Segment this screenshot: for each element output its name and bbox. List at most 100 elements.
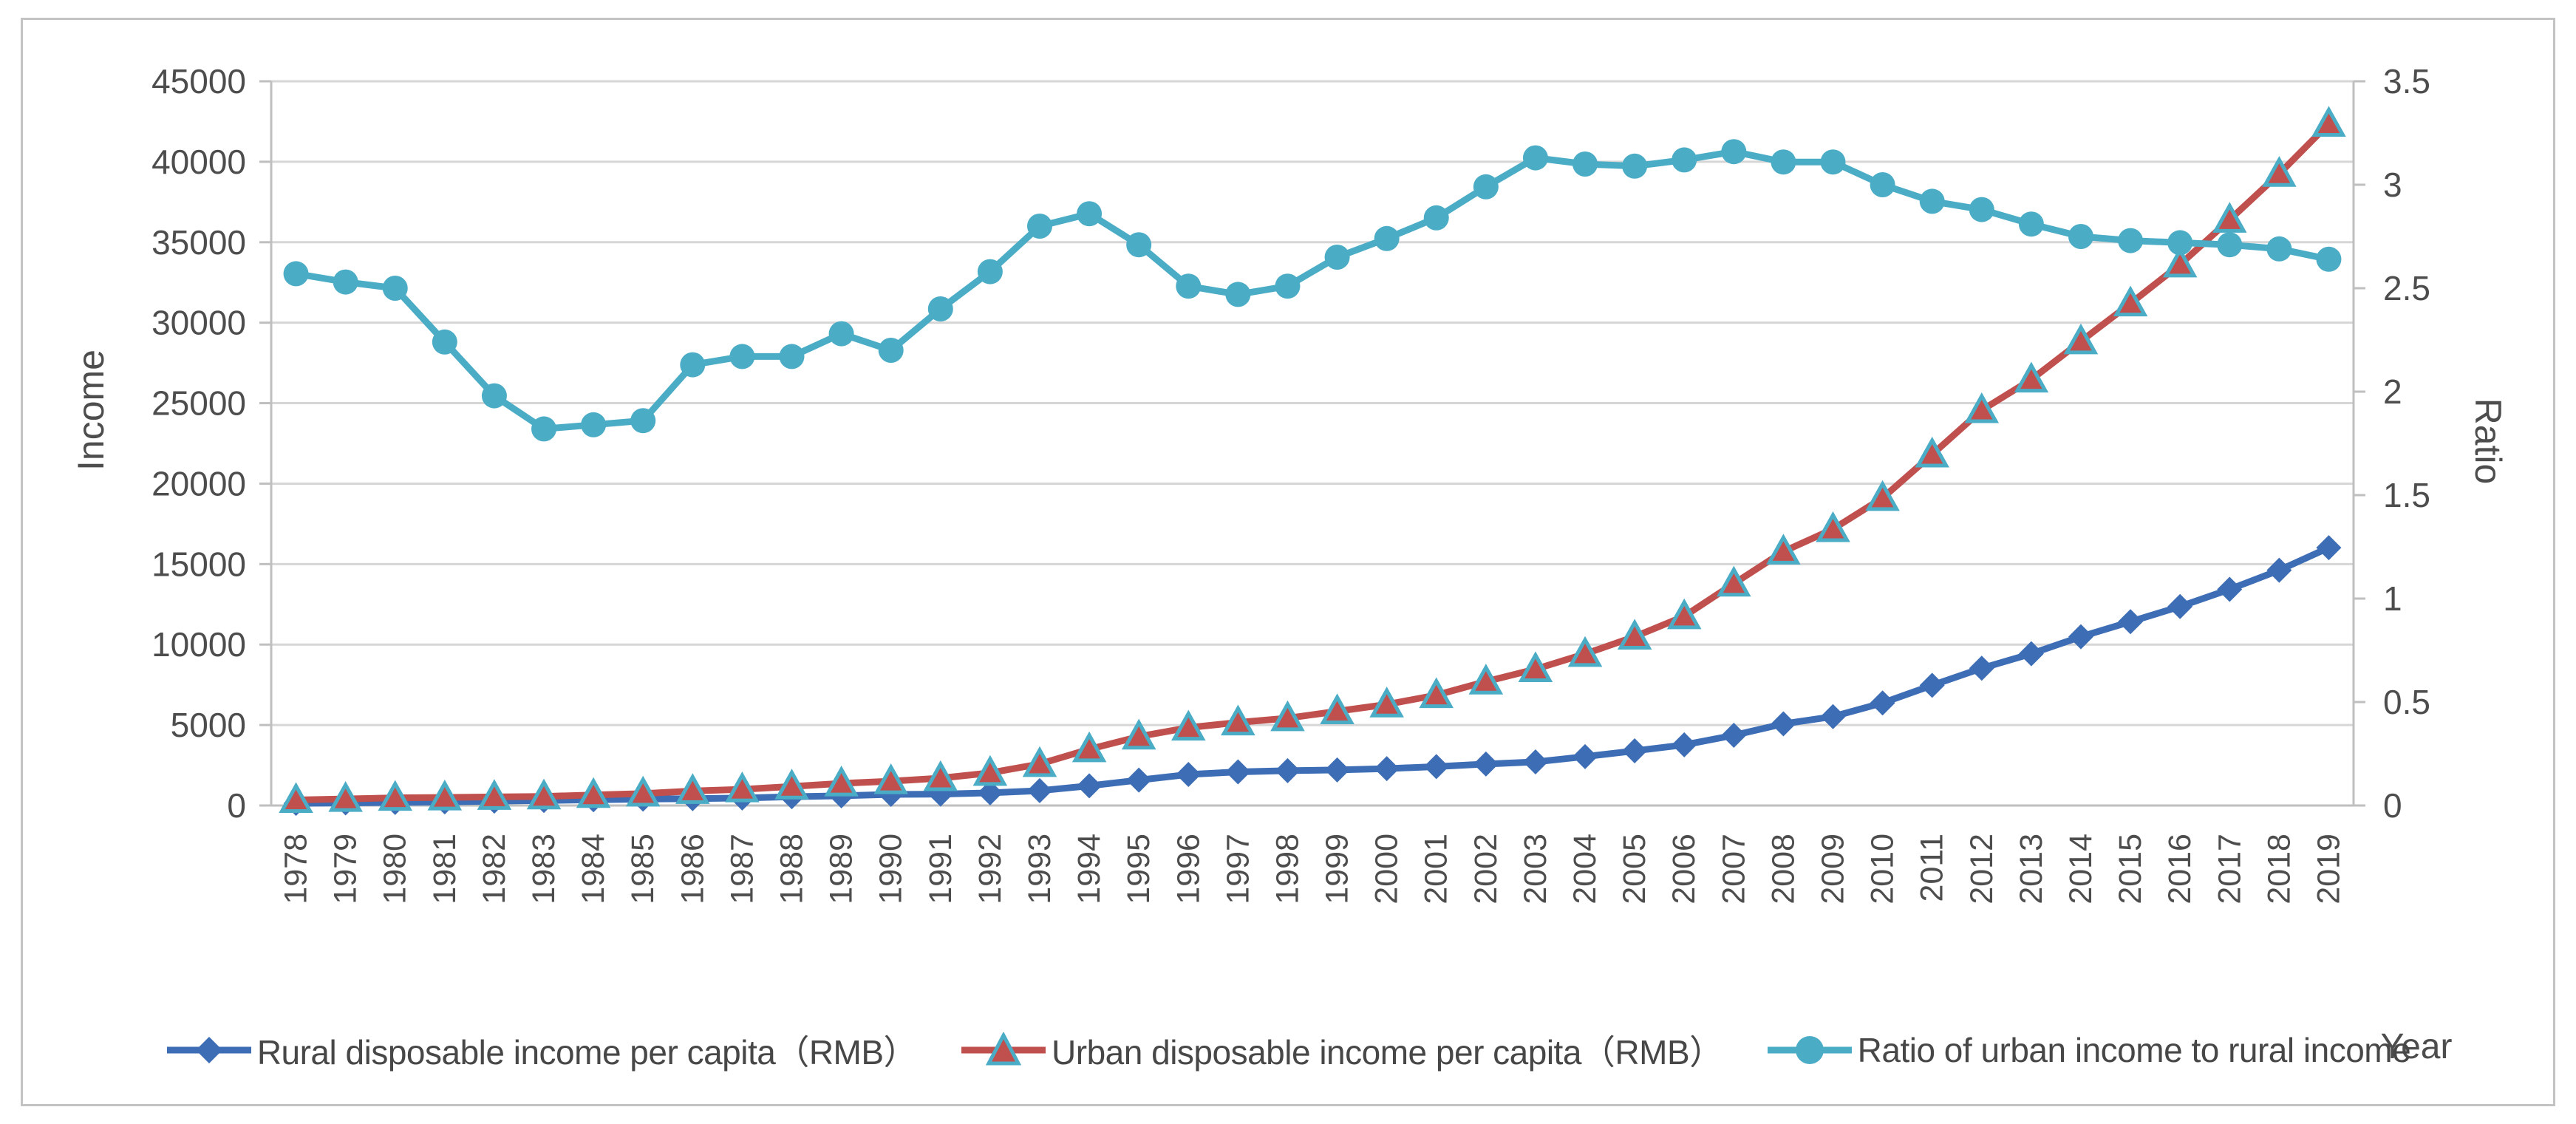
- data-point-triangle: [1567, 636, 1603, 667]
- data-point-triangle: [1221, 704, 1255, 736]
- data-point-circle: [828, 321, 854, 347]
- data-point-circle: [779, 344, 805, 369]
- data-point-triangle: [2063, 323, 2099, 355]
- data-point-circle: [1771, 149, 1796, 175]
- data-point-triangle: [1320, 693, 1355, 725]
- data-point-circle: [481, 383, 507, 409]
- data-point-triangle: [1717, 565, 1751, 597]
- data-point-diamond: [1672, 732, 1697, 757]
- data-point-triangle: [526, 778, 562, 810]
- data-point-triangle: [1121, 718, 1156, 750]
- x-axis-tick-label: 1985: [625, 834, 661, 905]
- x-axis-tick-label: 1990: [873, 834, 909, 905]
- data-point-triangle: [279, 782, 313, 814]
- data-point-triangle: [725, 772, 760, 803]
- data-point-triangle: [378, 780, 412, 811]
- data-point-diamond: [2316, 535, 2342, 561]
- data-point-circle: [1225, 282, 1251, 307]
- data-point-circle: [729, 344, 755, 369]
- x-axis-tick-label: 1997: [1220, 834, 1255, 905]
- left-axis-tick-label: 20000: [151, 464, 246, 503]
- data-point-triangle: [2014, 361, 2049, 393]
- data-point-diamond: [1522, 749, 1548, 775]
- x-axis-tick-label: 1992: [972, 834, 1008, 905]
- x-axis-tick-label: 1995: [1121, 834, 1156, 905]
- rural-series-marker-icon: [166, 1037, 251, 1063]
- data-point-triangle: [1915, 436, 1949, 468]
- data-point-circle: [1026, 214, 1052, 239]
- x-axis-tick-label: 1988: [774, 834, 810, 905]
- x-axis-tick-label: 1996: [1171, 834, 1206, 905]
- legend-label-ratio: Ratio of urban income to rural income: [1857, 1031, 2411, 1069]
- data-point-circle: [2316, 246, 2342, 272]
- data-point-circle: [1820, 149, 1846, 175]
- series-2: [283, 139, 2342, 442]
- data-point-triangle: [824, 765, 859, 797]
- right-axis-tick-label: 3.5: [2383, 62, 2430, 101]
- x-axis-tick-label: 2009: [1816, 834, 1851, 905]
- legend-item-rural: Rural disposable income per capita（RMB）: [166, 1026, 918, 1074]
- right-axis-tick-label: 0.5: [2383, 683, 2430, 721]
- data-point-triangle: [1369, 687, 1404, 718]
- data-point-circle: [1969, 197, 1994, 222]
- chart-outer-border: [21, 18, 2555, 1106]
- x-axis-title: Year: [2381, 1027, 2453, 1066]
- data-point-triangle: [2113, 285, 2148, 317]
- data-point-triangle: [2262, 156, 2297, 187]
- data-point-diamond: [1026, 777, 1052, 803]
- x-axis-tick-label: 1986: [675, 834, 710, 905]
- x-axis-tick-label: 1978: [279, 834, 314, 905]
- data-point-circle: [2068, 224, 2093, 249]
- x-axis-tick-label: 2018: [2261, 834, 2297, 905]
- legend-label-urban: Urban disposable income per capita（RMB）: [1052, 1033, 1723, 1072]
- gridlines: [271, 80, 2354, 726]
- data-point-triangle: [1468, 664, 1504, 695]
- x-axis-tick-label: 2007: [1716, 834, 1751, 905]
- series-1: [279, 106, 2346, 814]
- x-axis-tick-label: 2014: [2063, 834, 2099, 905]
- data-point-triangle: [427, 779, 463, 811]
- x-axis-tick-label: 2013: [2014, 834, 2049, 905]
- left-axis-tick-label: 10000: [151, 625, 246, 664]
- data-point-circle: [630, 408, 656, 434]
- data-point-diamond: [1374, 756, 1400, 782]
- left-axis-tick-label: 0: [227, 786, 246, 825]
- data-point-triangle: [1766, 534, 1801, 565]
- data-point-diamond: [1919, 672, 1945, 698]
- data-point-diamond: [1870, 690, 1895, 716]
- left-axis-tick-label: 30000: [151, 304, 246, 342]
- x-axis-tick-label: 2017: [2212, 834, 2247, 905]
- data-point-triangle: [328, 781, 363, 812]
- data-point-circle: [1572, 151, 1598, 177]
- data-point-triangle: [2311, 106, 2346, 137]
- legend: Rural disposable income per capita（RMB） …: [0, 1026, 2576, 1074]
- x-axis-tick-label: 1982: [477, 834, 512, 905]
- data-point-triangle: [576, 777, 611, 808]
- x-axis-tick-label: 1999: [1320, 834, 1355, 905]
- data-point-diamond: [2118, 609, 2144, 635]
- legend-item-ratio: Ratio of urban income to rural income: [1766, 1030, 2411, 1070]
- left-axis-tick-label: 25000: [151, 384, 246, 423]
- data-point-circle: [1870, 172, 1895, 197]
- data-point-diamond: [1771, 711, 1796, 737]
- x-axis-tick-label: 1998: [1270, 834, 1305, 905]
- series-0: [283, 535, 2342, 817]
- data-point-diamond: [1622, 738, 1648, 764]
- data-point-triangle: [477, 779, 512, 810]
- left-axis-tick-label: 5000: [171, 706, 246, 744]
- data-point-diamond: [1225, 759, 1251, 785]
- data-point-circle: [1423, 205, 1449, 231]
- data-point-triangle: [1270, 700, 1305, 732]
- data-point-diamond: [2217, 576, 2243, 602]
- right-axis-tick-label: 3: [2383, 166, 2402, 204]
- x-axis-tick-label: 2001: [1419, 834, 1454, 905]
- data-point-diamond: [1969, 655, 1994, 681]
- data-point-diamond: [977, 780, 1003, 805]
- data-point-diamond: [1721, 723, 1747, 749]
- x-axis-tick-label: 1987: [724, 834, 760, 905]
- legend-label-rural: Rural disposable income per capita（RMB）: [256, 1033, 918, 1072]
- legend-item-urban: Urban disposable income per capita（RMB）: [960, 1026, 1723, 1074]
- data-series: [279, 106, 2346, 817]
- data-point-triangle: [2162, 246, 2198, 278]
